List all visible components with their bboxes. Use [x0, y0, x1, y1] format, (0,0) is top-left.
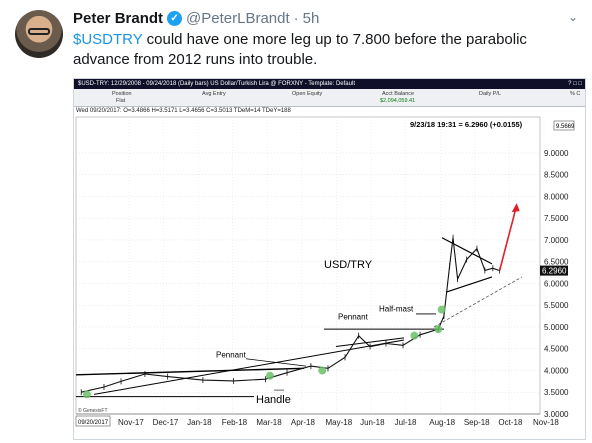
pennant-leader-left [245, 358, 307, 367]
x-tick-label: Jun-18 [360, 418, 385, 427]
acct-header-open-equity: Open Equity [292, 91, 323, 97]
green-marker [265, 371, 274, 380]
last-price-badge [540, 265, 568, 276]
x-tick-label: Nov-17 [118, 418, 144, 427]
tweet-header: Peter Brandt ✓ @PeterLBrandt · 5h [73, 8, 319, 28]
green-marker [410, 331, 419, 340]
x-tick-label: Feb-18 [222, 418, 248, 427]
footer-credit: © GenesisFT [78, 407, 108, 414]
y-tick-label: 3.0000 [544, 410, 569, 419]
half-mast-label: Half-mast [379, 305, 414, 314]
chart-axes: 3.0000 3.5000 4.0000 4.5000 5.0000 5.5000 6.00… [76, 149, 569, 427]
acct-balance-value: $2,094,059.41 [380, 98, 416, 104]
x-tick-label: Oct-18 [498, 418, 523, 427]
green-marker [437, 305, 446, 314]
y-tick-label: 5.0000 [544, 323, 569, 332]
plot-frame [75, 116, 541, 415]
chart-grid [75, 116, 545, 415]
y-tick-label: 3.5000 [544, 388, 569, 397]
x-tick-label: Sep-18 [464, 418, 490, 427]
y-tick-label: 7.0000 [544, 236, 569, 245]
acct-position-value: Flat [116, 98, 126, 104]
x-tick-label: Jan-18 [187, 418, 212, 427]
green-marker [318, 366, 327, 375]
x-tick-label: May-18 [326, 418, 353, 427]
pattern-markers [82, 203, 520, 399]
glasses-shape [28, 28, 50, 35]
handle-label: Handle [256, 394, 291, 406]
projection-arrow-head [511, 203, 520, 213]
y-tick-label: 9.0000 [544, 149, 569, 158]
y-tick-label: 7.5000 [544, 214, 569, 223]
author-name[interactable]: Peter Brandt [73, 9, 164, 27]
acct-header-acct-balance: Acct Balance [382, 91, 415, 97]
author-handle[interactable]: @PeterLBrandt [186, 9, 290, 27]
pennant-lower-line [335, 337, 405, 348]
pennant-label-right: Pennant [338, 313, 369, 322]
pennant-label-left: Pennant [216, 350, 247, 359]
acct-header-avg-entry: Avg Entry [202, 91, 226, 97]
acct-header-pct-change: % C [570, 91, 581, 97]
separator-dot: · [293, 9, 299, 27]
chart-labels: USD/TRY Pennant Pennant Half-mast Handle 9/23… [75, 120, 575, 427]
handle-trendline [93, 339, 405, 395]
horizontal-neckline [75, 367, 305, 376]
chart-title-text: $USD-TRY: 12/29/2008 - 09/24/2018 (Daily… [78, 81, 355, 87]
x-tick-label: Nov-18 [533, 418, 559, 427]
tweet-text-body: could have one more leg up to 7.800 befo… [73, 31, 527, 68]
avatar[interactable] [15, 10, 63, 58]
account-bar: Position Avg Entry Open Equity Acct Bala… [74, 89, 585, 107]
projection-arrow-line [498, 204, 518, 271]
y-tick-label: 8.0000 [544, 192, 569, 201]
acct-header-daily-pl: Daily P/L [479, 91, 502, 97]
y-tick-label: 8.5000 [544, 171, 569, 180]
chart-title-bar: $USD-TRY: 12/29/2008 - 09/24/2018 (Daily… [74, 79, 585, 89]
date-box [75, 415, 111, 427]
chart-trendlines [75, 237, 523, 398]
chart-title-label: USD/TRY [324, 259, 373, 271]
y-tick-label: 6.0000 [544, 279, 569, 288]
ohlc-readout: Wed 09/20/2017: O=3.4866 H=3.5171 L=3.46… [76, 108, 291, 114]
verified-badge-icon: ✓ [167, 10, 183, 26]
x-tick-label: Dec-17 [153, 418, 179, 427]
last-price-text: 6.2960 [542, 267, 567, 276]
x-tick-label: Mar-18 [256, 418, 282, 427]
triangle-upper-line [441, 237, 493, 265]
tweet-text: $USDTRY could have one more leg up to 7.… [73, 30, 578, 70]
x-tick-label: Aug-18 [429, 418, 455, 427]
triangle-lower-line [445, 276, 493, 293]
green-marker [434, 325, 443, 334]
x-tick-label: Jul-18 [395, 418, 417, 427]
parabolic-trendline [433, 276, 523, 328]
y-tick-label: 5.5000 [544, 301, 569, 310]
y-tick-label: 4.5000 [544, 345, 569, 354]
acct-header-position: Position [112, 91, 132, 97]
x-tick-label: Apr-18 [291, 418, 316, 427]
price-chart[interactable]: USD/TRY Pennant Pennant Half-mast Handle 9/23… [74, 79, 586, 440]
tweet-media-chart[interactable]: $USD-TRY: 12/29/2008 - 09/24/2018 (Daily… [73, 78, 586, 440]
cursor-readout: 9/23/18 19:31 = 6.2960 (+0.0155) [410, 120, 523, 129]
tweet-timestamp[interactable]: 5h [302, 9, 320, 27]
price-series [80, 234, 501, 396]
window-controls: ? □ □ [568, 81, 582, 87]
chevron-down-icon[interactable]: ⌄ [567, 10, 579, 24]
y-tick-label: 6.5000 [544, 258, 569, 267]
cashtag-link[interactable]: $USDTRY [73, 31, 143, 48]
green-marker [82, 390, 91, 399]
top-price-box [553, 120, 575, 131]
y-tick-label: 4.0000 [544, 366, 569, 375]
date-box-label: 09/20/2017 [78, 420, 109, 426]
top-price-box-label: 9.5669 [556, 124, 575, 130]
